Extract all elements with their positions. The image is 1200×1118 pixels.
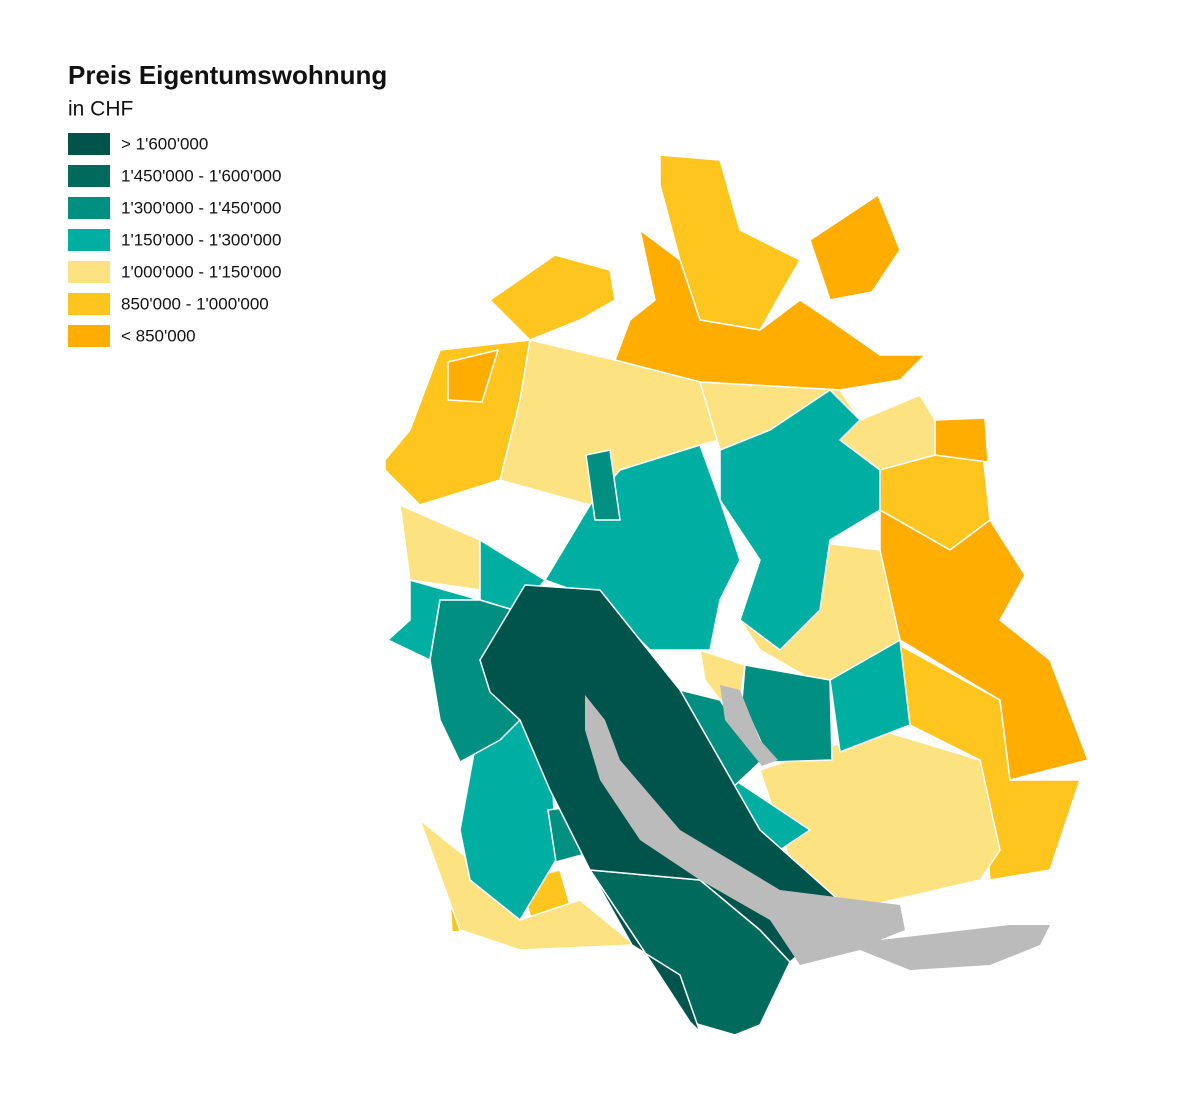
legend-label: 1'000'000 - 1'150'000 bbox=[121, 262, 281, 281]
legend-swatch bbox=[68, 133, 110, 155]
region bbox=[829, 639, 911, 753]
legend-swatch bbox=[68, 293, 110, 315]
lake bbox=[720, 685, 778, 766]
legend-label: 1'300'000 - 1'450'000 bbox=[121, 198, 281, 217]
legend-label: 1'450'000 - 1'600'000 bbox=[121, 166, 281, 185]
lake bbox=[585, 695, 1050, 970]
region bbox=[489, 254, 616, 341]
legend: > 1'600'000 1'450'000 - 1'600'000 1'300'00… bbox=[68, 133, 281, 347]
legend-label: 850'000 - 1'000'000 bbox=[121, 294, 269, 313]
region bbox=[447, 349, 499, 403]
region bbox=[589, 869, 701, 1033]
legend-label: > 1'600'000 bbox=[121, 134, 208, 153]
region bbox=[934, 417, 989, 463]
region bbox=[809, 194, 901, 301]
region bbox=[614, 229, 926, 391]
map-title: Preis Eigentumswohnung bbox=[68, 60, 387, 90]
region bbox=[719, 389, 881, 651]
regions bbox=[384, 154, 1089, 1036]
region bbox=[429, 599, 521, 763]
legend-swatch bbox=[68, 197, 110, 219]
legend-swatch bbox=[68, 261, 110, 283]
region bbox=[479, 584, 851, 963]
legend-swatch bbox=[68, 325, 110, 347]
region bbox=[585, 449, 621, 521]
legend-label: 1'150'000 - 1'300'000 bbox=[121, 230, 281, 249]
region bbox=[741, 664, 833, 763]
legend-swatch bbox=[68, 165, 110, 187]
legend-label: < 850'000 bbox=[121, 326, 196, 345]
region bbox=[399, 504, 481, 591]
map-subtitle: in CHF bbox=[68, 98, 133, 121]
legend-swatch bbox=[68, 229, 110, 251]
